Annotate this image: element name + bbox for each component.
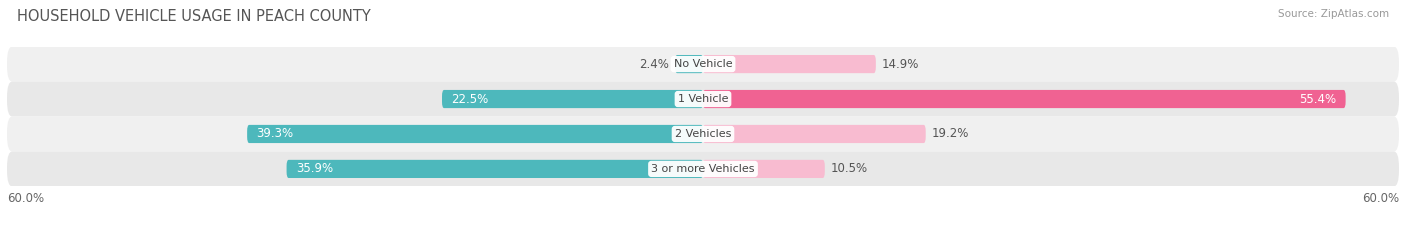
FancyBboxPatch shape <box>675 55 703 73</box>
Text: 60.0%: 60.0% <box>1362 192 1399 205</box>
Text: No Vehicle: No Vehicle <box>673 59 733 69</box>
FancyBboxPatch shape <box>7 82 1399 116</box>
Text: 60.0%: 60.0% <box>7 192 44 205</box>
FancyBboxPatch shape <box>7 116 1399 151</box>
Text: 39.3%: 39.3% <box>256 127 294 140</box>
Text: Source: ZipAtlas.com: Source: ZipAtlas.com <box>1278 9 1389 19</box>
FancyBboxPatch shape <box>7 47 1399 82</box>
Text: 22.5%: 22.5% <box>451 93 488 106</box>
Text: 2.4%: 2.4% <box>640 58 669 71</box>
FancyBboxPatch shape <box>247 125 703 143</box>
FancyBboxPatch shape <box>703 55 876 73</box>
Text: 3 or more Vehicles: 3 or more Vehicles <box>651 164 755 174</box>
Text: 35.9%: 35.9% <box>295 162 333 175</box>
FancyBboxPatch shape <box>703 90 1346 108</box>
FancyBboxPatch shape <box>703 160 825 178</box>
FancyBboxPatch shape <box>287 160 703 178</box>
Text: 19.2%: 19.2% <box>932 127 969 140</box>
Text: HOUSEHOLD VEHICLE USAGE IN PEACH COUNTY: HOUSEHOLD VEHICLE USAGE IN PEACH COUNTY <box>17 9 371 24</box>
Text: 55.4%: 55.4% <box>1299 93 1336 106</box>
Text: 2 Vehicles: 2 Vehicles <box>675 129 731 139</box>
Text: 14.9%: 14.9% <box>882 58 920 71</box>
FancyBboxPatch shape <box>703 125 925 143</box>
FancyBboxPatch shape <box>7 151 1399 186</box>
Text: 10.5%: 10.5% <box>831 162 868 175</box>
FancyBboxPatch shape <box>441 90 703 108</box>
Text: 1 Vehicle: 1 Vehicle <box>678 94 728 104</box>
